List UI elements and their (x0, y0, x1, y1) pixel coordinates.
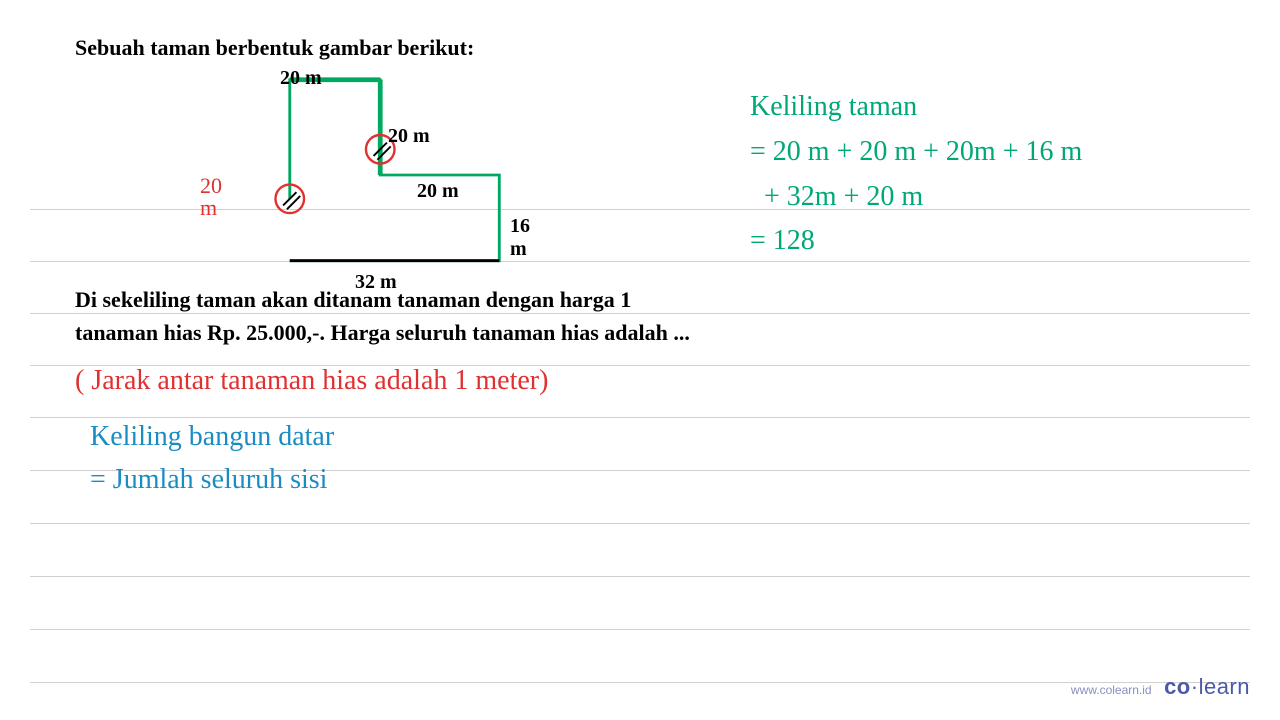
dim-upper-right: 20 m (388, 125, 430, 148)
watermark-brand: co·learn (1164, 674, 1250, 699)
shape-outline (290, 80, 500, 261)
question-body-line2: tanaman hias Rp. 25.000,-. Harga seluruh… (75, 320, 690, 345)
geometry-diagram: 20 m 20 m 20 m 16 m 32 m 20 m (225, 75, 545, 275)
dim-added-left-unit: m (200, 195, 217, 220)
shape-svg (225, 75, 545, 275)
dim-top: 20 m (280, 67, 322, 90)
brand-suffix: learn (1199, 674, 1250, 699)
work-line-4: = 128 (750, 219, 1082, 264)
question-body-line1: Di sekeliling taman akan ditanam tanaman… (75, 287, 631, 312)
tick-marks-1 (283, 192, 300, 209)
work-line-3: + 32m + 20 m (750, 175, 1082, 220)
dim-added-left: 20 m (200, 175, 222, 219)
note-blue-line2: = Jumlah seluruh sisi (90, 458, 334, 501)
watermark: www.colearn.id co·learn (1071, 674, 1250, 700)
content-area: Sebuah taman berbentuk gambar berikut: 2… (0, 0, 1280, 96)
note-red: ( Jarak antar tanaman hias adalah 1 mete… (75, 365, 548, 397)
brand-dot: · (1191, 674, 1199, 699)
calculation-work: Keliling taman = 20 m + 20 m + 20m + 16 … (750, 85, 1082, 264)
note-blue-line1: Keliling bangun datar (90, 415, 334, 458)
work-line-1: Keliling taman (750, 85, 1082, 130)
ruled-lines-background (0, 0, 1280, 720)
dim-mid-right: 20 m (417, 180, 459, 203)
dim-far-right: 16 m (510, 215, 545, 261)
note-blue: Keliling bangun datar = Jumlah seluruh s… (90, 415, 334, 502)
brand-prefix: co (1164, 674, 1191, 699)
watermark-url: www.colearn.id (1071, 683, 1152, 697)
question-title: Sebuah taman berbentuk gambar berikut: (75, 35, 1205, 61)
work-line-2: = 20 m + 20 m + 20m + 16 m (750, 130, 1082, 175)
question-body: Di sekeliling taman akan ditanam tanaman… (75, 283, 690, 349)
